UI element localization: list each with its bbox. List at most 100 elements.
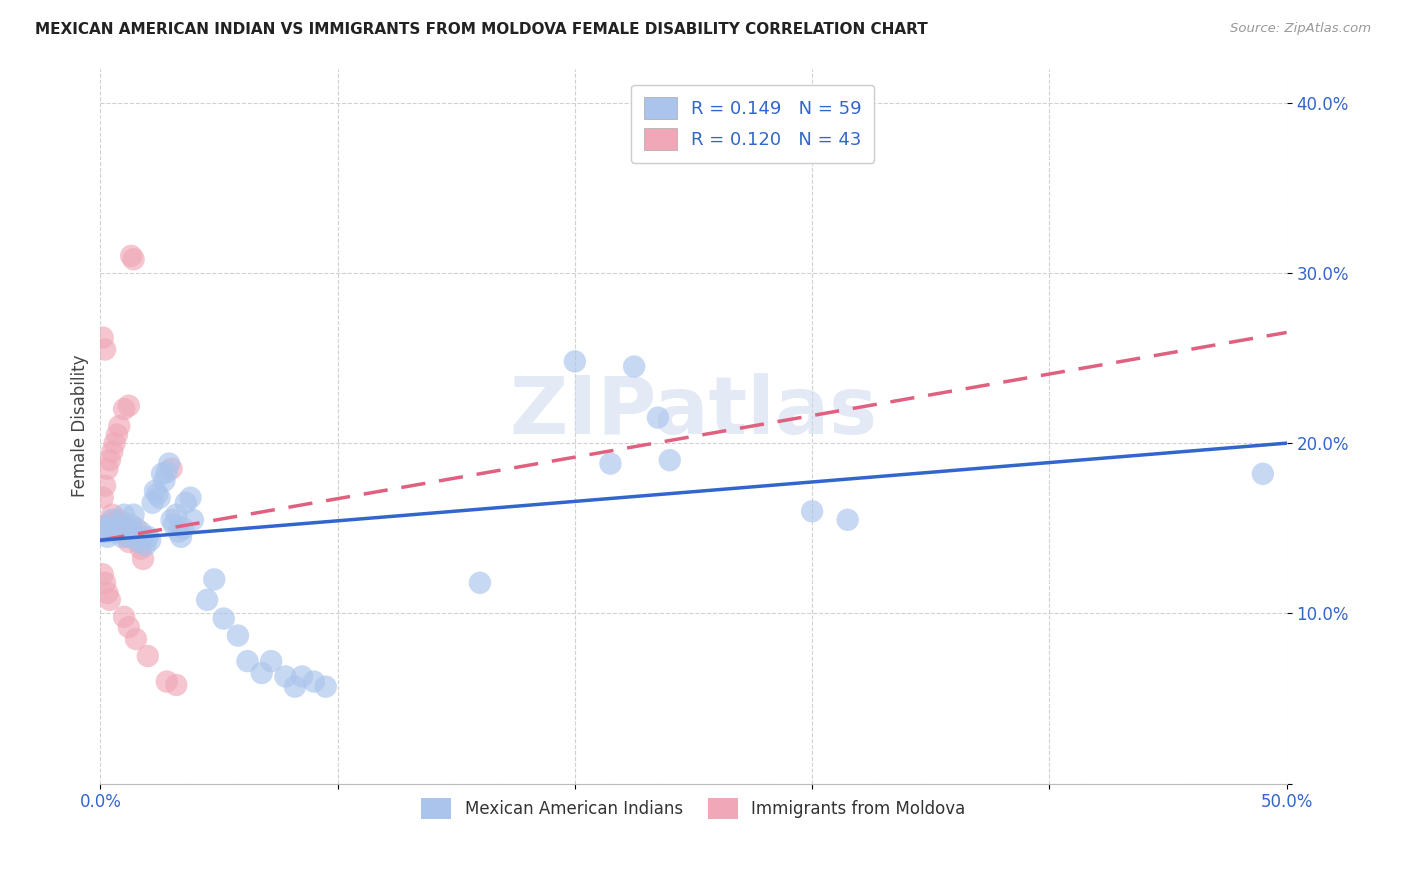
Point xyxy=(160,513,183,527)
Point xyxy=(127,535,149,549)
Point xyxy=(101,444,124,458)
Point xyxy=(129,541,152,556)
Point xyxy=(96,530,118,544)
Point xyxy=(284,680,307,694)
Point xyxy=(837,513,859,527)
Point xyxy=(260,654,283,668)
Point xyxy=(165,508,187,522)
Point xyxy=(112,610,135,624)
Point xyxy=(105,427,128,442)
Point xyxy=(112,508,135,522)
Point xyxy=(136,648,159,663)
Point xyxy=(658,453,681,467)
Point xyxy=(599,457,621,471)
Point xyxy=(94,343,117,357)
Point xyxy=(149,491,172,505)
Point xyxy=(125,530,148,544)
Point xyxy=(174,496,197,510)
Point xyxy=(170,530,193,544)
Point xyxy=(139,533,162,548)
Point xyxy=(101,513,124,527)
Point xyxy=(98,517,121,532)
Point xyxy=(160,461,183,475)
Point xyxy=(181,513,204,527)
Text: ZIPatlas: ZIPatlas xyxy=(509,373,877,450)
Point xyxy=(96,524,118,539)
Text: Source: ZipAtlas.com: Source: ZipAtlas.com xyxy=(1230,22,1371,36)
Point xyxy=(105,521,128,535)
Point xyxy=(623,359,645,374)
Point xyxy=(94,479,117,493)
Point xyxy=(468,575,491,590)
Point xyxy=(143,483,166,498)
Point xyxy=(157,457,180,471)
Point xyxy=(129,524,152,539)
Point xyxy=(91,524,114,539)
Point xyxy=(250,666,273,681)
Point xyxy=(98,521,121,535)
Point xyxy=(94,517,117,532)
Point xyxy=(101,508,124,522)
Point xyxy=(98,453,121,467)
Point xyxy=(120,249,142,263)
Point xyxy=(179,491,201,505)
Point xyxy=(132,530,155,544)
Point xyxy=(112,402,135,417)
Point xyxy=(156,465,179,479)
Point xyxy=(111,530,134,544)
Point xyxy=(647,410,669,425)
Point xyxy=(163,517,186,532)
Point xyxy=(212,611,235,625)
Point xyxy=(564,354,586,368)
Point xyxy=(115,521,138,535)
Point xyxy=(226,629,249,643)
Point xyxy=(91,524,114,539)
Point xyxy=(236,654,259,668)
Point xyxy=(115,530,138,544)
Point xyxy=(801,504,824,518)
Point xyxy=(122,252,145,267)
Point xyxy=(132,552,155,566)
Point xyxy=(122,530,145,544)
Point xyxy=(118,620,141,634)
Point xyxy=(202,573,225,587)
Point xyxy=(156,674,179,689)
Point xyxy=(118,399,141,413)
Point xyxy=(108,419,131,434)
Point xyxy=(172,521,194,535)
Point xyxy=(315,680,337,694)
Point xyxy=(122,508,145,522)
Point xyxy=(105,517,128,532)
Point xyxy=(136,530,159,544)
Point xyxy=(146,487,169,501)
Point xyxy=(134,538,156,552)
Point xyxy=(103,436,125,450)
Point xyxy=(91,491,114,505)
Point xyxy=(165,678,187,692)
Point xyxy=(94,519,117,533)
Point xyxy=(153,474,176,488)
Point xyxy=(91,567,114,582)
Point xyxy=(120,524,142,539)
Point xyxy=(1251,467,1274,481)
Point xyxy=(120,517,142,532)
Point xyxy=(96,461,118,475)
Point xyxy=(125,521,148,535)
Point xyxy=(141,496,163,510)
Text: MEXICAN AMERICAN INDIAN VS IMMIGRANTS FROM MOLDOVA FEMALE DISABILITY CORRELATION: MEXICAN AMERICAN INDIAN VS IMMIGRANTS FR… xyxy=(35,22,928,37)
Point xyxy=(98,592,121,607)
Point xyxy=(108,513,131,527)
Point xyxy=(125,632,148,646)
Point xyxy=(103,524,125,539)
Point xyxy=(150,467,173,481)
Point xyxy=(118,530,141,544)
Y-axis label: Female Disability: Female Disability xyxy=(72,355,89,498)
Point xyxy=(302,674,325,689)
Point xyxy=(127,535,149,549)
Point xyxy=(103,513,125,527)
Point xyxy=(291,669,314,683)
Point xyxy=(112,517,135,532)
Legend: Mexican American Indians, Immigrants from Moldova: Mexican American Indians, Immigrants fro… xyxy=(415,792,972,825)
Point xyxy=(94,575,117,590)
Point xyxy=(195,592,218,607)
